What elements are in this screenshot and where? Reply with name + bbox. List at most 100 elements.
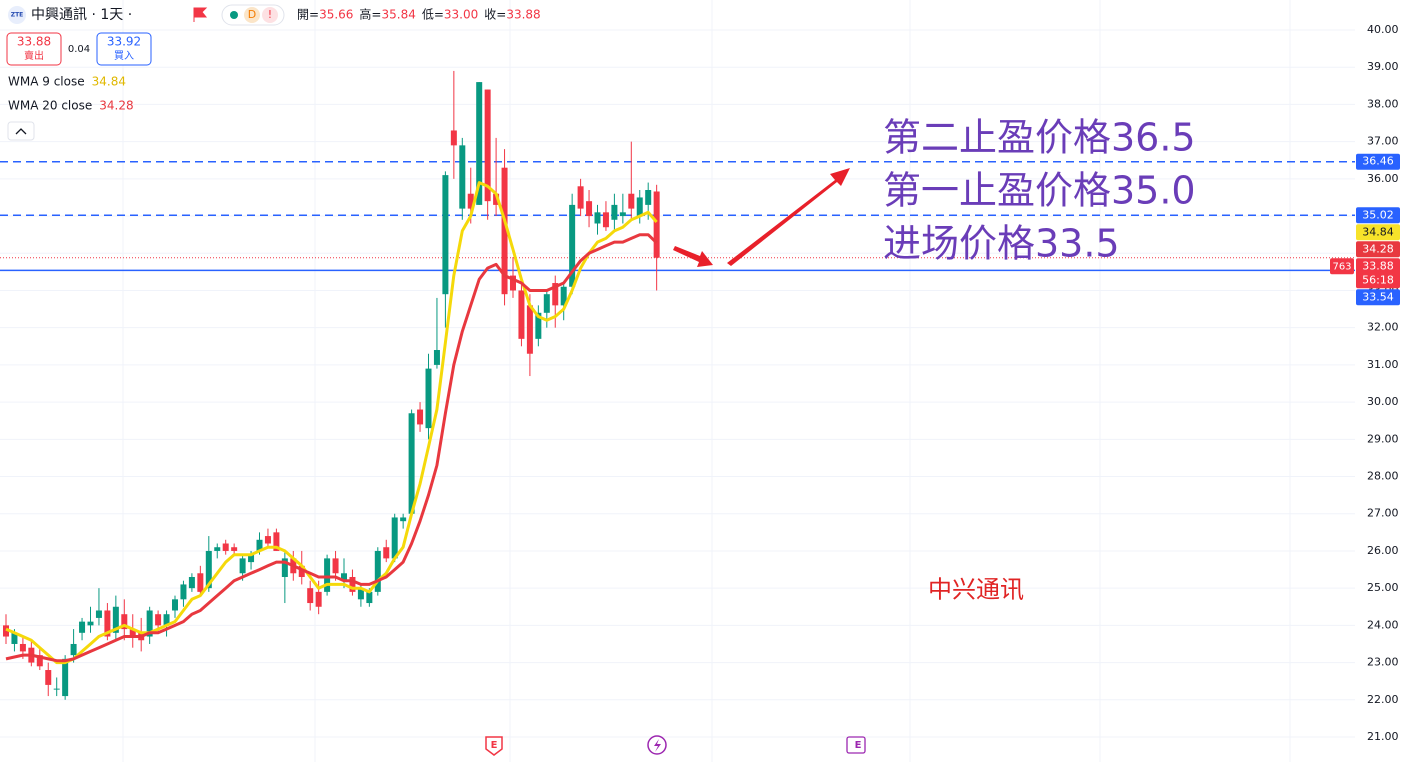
price-axis: 21.00 22.00 23.00 24.00 25.00 26.00 27.00 28.00… <box>1330 23 1400 743</box>
candle-body <box>493 193 500 205</box>
candle-body <box>3 625 9 637</box>
candle-body <box>231 547 238 551</box>
y-tick-label: 36.00 <box>1367 172 1399 185</box>
price-tag <box>1356 153 1400 170</box>
side-tag <box>1330 258 1354 275</box>
candle-body <box>476 82 483 205</box>
candle-body <box>315 591 322 607</box>
watermark: 中兴通讯 <box>928 576 1024 604</box>
candle-body <box>307 588 314 604</box>
candle-body <box>180 584 187 600</box>
ohlc-key: 低= <box>422 8 444 22</box>
price-tag-label: 34.28 <box>1362 242 1394 255</box>
legend-name: WMA 9 close <box>8 75 85 89</box>
candle-body <box>19 643 26 652</box>
candle-body <box>535 312 542 339</box>
price-tag <box>1356 258 1400 289</box>
candle-body <box>594 212 601 224</box>
badge: ! <box>268 8 272 21</box>
y-tick-label: 26.00 <box>1367 544 1399 557</box>
candle-body <box>70 643 77 656</box>
badge-bg <box>262 7 278 23</box>
candle-body <box>484 89 491 202</box>
spread: 0.04 <box>68 44 90 55</box>
candle-body <box>552 283 559 306</box>
candle-body <box>636 197 643 217</box>
badge: D <box>248 8 256 21</box>
candle-body <box>501 167 508 295</box>
collapse-button[interactable] <box>7 121 35 141</box>
sell-label: 賣出 <box>24 49 44 62</box>
annotation: 第一止盈价格35.0 <box>883 169 1196 213</box>
candle-body <box>256 539 263 551</box>
candle-body <box>11 632 18 644</box>
future-earnings-icon-text: E <box>855 740 862 751</box>
candle-body <box>163 614 170 626</box>
ohlc-value: 33.00 <box>444 8 478 22</box>
candle-body <box>264 536 271 544</box>
symbol-logo <box>8 6 26 24</box>
candle-body <box>36 655 43 667</box>
candle-body <box>248 554 255 563</box>
candle-body <box>442 175 449 295</box>
candle-body <box>45 670 52 685</box>
candle-body <box>586 201 593 217</box>
candle-body <box>619 212 626 217</box>
legend-value: 34.84 <box>92 75 126 89</box>
candle-body <box>425 368 432 429</box>
buy-price: 33.92 <box>107 35 141 49</box>
y-tick-label: 39.00 <box>1367 60 1399 73</box>
earnings-icon-text: E <box>491 740 498 751</box>
candle-body <box>298 565 305 577</box>
candle-body <box>417 409 424 425</box>
future-earnings-icon[interactable] <box>846 736 866 754</box>
candle-body <box>281 558 288 577</box>
ohlc-value: 33.88 <box>506 8 540 22</box>
flag-icon[interactable] <box>193 7 208 22</box>
price-tag-label: 33.54 <box>1362 290 1394 303</box>
candle-body <box>383 547 390 559</box>
candle-body <box>214 547 221 551</box>
price-tag <box>1356 241 1400 258</box>
y-tick-label: 29.00 <box>1367 432 1399 445</box>
candle-body <box>433 350 440 365</box>
candle-body <box>560 286 567 306</box>
event-icons: E E <box>485 735 866 756</box>
candle-body <box>332 558 339 574</box>
collapse-icon <box>15 128 27 135</box>
buy-label: 買入 <box>114 50 134 62</box>
candle-body <box>62 658 69 697</box>
candle-body <box>146 610 153 637</box>
candle-body <box>408 413 415 514</box>
ohlc-key: 收= <box>484 8 506 22</box>
sell-button[interactable] <box>6 32 62 66</box>
symbol-title[interactable]: 中興通訊 · 1天 · <box>31 7 132 23</box>
candle-body <box>400 517 407 522</box>
candle-body <box>79 621 86 633</box>
candle-body <box>172 599 178 611</box>
candle-body <box>205 550 212 589</box>
ohlc-value: 35.84 <box>381 8 415 22</box>
price-tag-label: 34.84 <box>1362 225 1394 238</box>
countdown: 56:18 <box>1362 273 1394 286</box>
annotation: 进场价格33.5 <box>883 222 1120 266</box>
time-grid <box>122 0 1291 762</box>
annotation: 第二止盈价格36.5 <box>883 116 1196 160</box>
ohlc-key: 高= <box>359 7 381 22</box>
plot <box>0 70 1355 700</box>
candle-body <box>628 193 635 209</box>
legend-value: 34.28 <box>99 99 133 113</box>
price-tag <box>1356 289 1400 306</box>
candle-body <box>366 591 373 604</box>
earnings-icon[interactable] <box>485 736 503 756</box>
price-tag <box>1356 207 1400 224</box>
arrow <box>673 246 713 267</box>
status-dot <box>230 11 238 19</box>
candle-body <box>526 305 533 354</box>
candle-body <box>602 212 609 228</box>
candle-body <box>273 532 280 551</box>
candle-body <box>510 275 516 291</box>
ohlc-key: 開= <box>297 8 319 22</box>
buy-button[interactable] <box>96 32 152 66</box>
candle-body <box>357 588 364 600</box>
